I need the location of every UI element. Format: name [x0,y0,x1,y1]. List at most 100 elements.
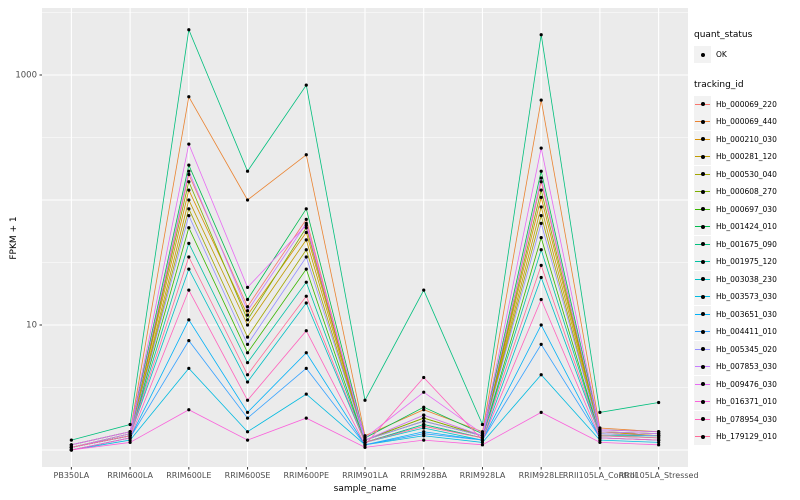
data-point [363,398,367,402]
data-point [187,318,191,322]
data-point [187,95,191,99]
legend: quant_status OK tracking_id Hb_000069_22… [694,30,798,446]
legend-key-icon [694,323,711,341]
data-point [128,434,132,438]
data-point [657,438,661,442]
x-tick-label: PB350LA [54,471,90,480]
data-point [657,400,661,405]
data-point [480,443,485,447]
data-point [187,188,191,192]
legend-item-tracking-id: Hb_000069_440 [694,113,798,131]
data-point [245,313,250,317]
data-point [422,432,426,436]
legend-item-tracking-id: Hb_007853_030 [694,358,798,376]
data-point [304,83,308,87]
legend-title-tracking-id: tracking_id [694,79,744,90]
legend-item-tracking-id: Hb_179129_010 [694,428,798,446]
legend-item-tracking-id: Hb_000210_030 [694,130,798,149]
legend-label: Hb_000608_270 [716,187,777,197]
legend-item-tracking-id: Hb_009476_030 [694,375,798,394]
x-tick-label: RRII105LA_Control [563,471,637,480]
data-point [539,169,543,173]
data-point [304,223,308,227]
legend-label: Hb_000697_030 [716,204,777,214]
data-point [245,309,250,313]
x-axis-title: sample_name [333,484,397,494]
legend-item-tracking-id: Hb_001675_090 [694,235,798,254]
data-point [480,422,485,427]
legend-key-icon [694,358,711,376]
data-point [128,430,132,434]
legend-item-tracking-id: Hb_000530_040 [694,165,798,184]
data-point [657,443,661,447]
data-point [304,255,308,259]
data-point [363,436,367,440]
x-tick-label: RRII105LA_Stressed [619,471,699,480]
data-point [539,342,543,346]
data-point [245,398,250,402]
data-point [539,146,543,150]
legend-item-tracking-id: Hb_003651_030 [694,305,798,324]
data-point [539,236,543,240]
legend-title-quant-status: quant_status [694,30,753,40]
data-point [187,241,191,245]
x-tick-label: RRIM600LA [107,471,153,480]
data-point [69,445,73,449]
data-point [245,198,250,202]
data-point [128,440,132,445]
x-tick-label: RRIM600PE [284,471,330,480]
legend-item-tracking-id: Hb_000608_270 [694,183,798,201]
x-tick-label: RRIM928LE [519,471,564,480]
data-point [187,163,191,167]
data-point [480,440,485,445]
data-point [187,207,191,211]
data-point [539,33,543,37]
data-point [69,438,73,442]
data-point [187,366,191,370]
data-point [245,351,250,355]
data-point [187,169,191,173]
data-point [657,430,661,434]
legend-item-tracking-id: Hb_000697_030 [694,200,798,219]
data-point [187,198,191,202]
data-point [245,169,250,173]
data-point [187,255,191,259]
data-point [245,410,250,414]
data-point [304,153,308,157]
data-point [304,230,308,235]
y-tick-label: 10 [26,321,37,331]
data-point [187,172,191,177]
data-point [480,432,485,436]
data-point [245,430,250,434]
x-tick-label: RRIM600SE [225,471,271,480]
legend-key-icon [694,46,711,64]
data-point [422,408,426,412]
data-point [422,413,426,417]
data-point [187,142,191,146]
legend-key-icon [694,305,711,323]
legend-label: Hb_004411_010 [716,327,777,337]
data-point [539,205,543,209]
data-point [598,428,602,432]
data-point [539,297,543,302]
data-point [187,28,191,32]
legend-item-tracking-id: Hb_003573_030 [694,288,798,306]
data-point [539,248,543,252]
legend-label: Hb_000530_040 [716,169,777,179]
data-point [539,214,543,218]
legend-label: Hb_000210_030 [716,134,777,144]
data-point [304,226,308,230]
legend-item-tracking-id: Hb_078954_030 [694,410,798,429]
data-point [598,434,602,438]
legend-label: Hb_003573_030 [716,292,777,302]
data-point [363,440,367,445]
data-point [539,98,543,102]
data-point [304,416,308,420]
legend-item-tracking-id: Hb_005345_020 [694,340,798,359]
legend-label: OK [716,50,727,60]
data-point [539,373,543,377]
legend-key-icon [694,148,711,166]
data-point [304,280,308,284]
data-point [245,318,250,322]
